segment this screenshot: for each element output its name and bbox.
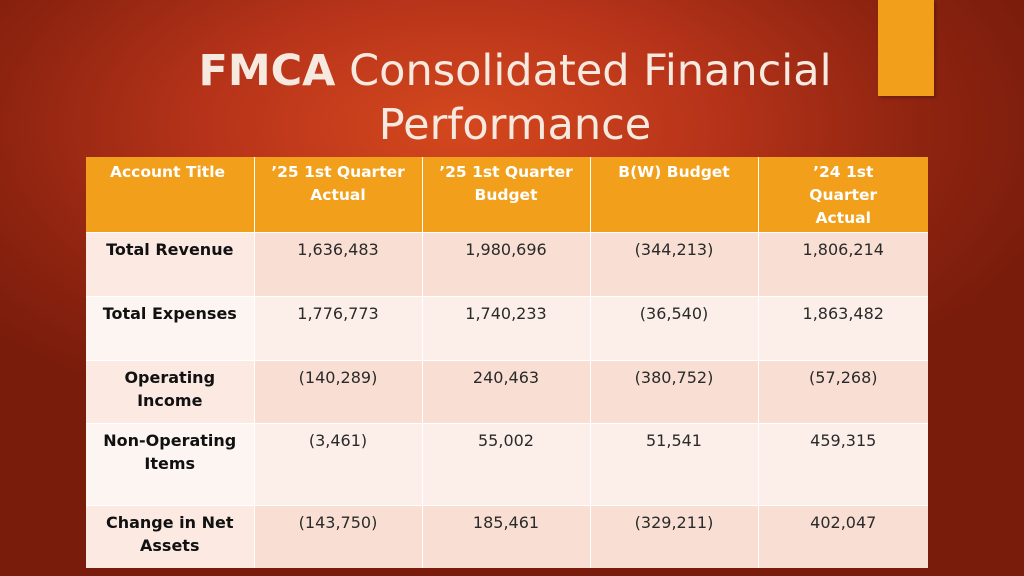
table-cell: (57,268) <box>758 360 928 424</box>
table-row: Total Expenses 1,776,773 1,740,233 (36,5… <box>86 296 928 361</box>
table-cell: (140,289) <box>254 360 423 424</box>
row-label: Operating Income <box>86 360 255 424</box>
header-25-q1-actual: ’25 1st Quarter Actual <box>254 157 423 233</box>
header-24-q1-actual: ’24 1st Quarter Actual <box>758 157 928 233</box>
table-cell: 51,541 <box>590 423 759 506</box>
row-label: Total Expenses <box>86 296 255 361</box>
title-bold: FMCA <box>198 46 336 96</box>
title-rest: Consolidated Financial Performance <box>335 46 832 150</box>
header-bw-budget: B(W) Budget <box>590 157 759 233</box>
table-cell: 1,806,214 <box>758 232 928 297</box>
table-cell: 402,047 <box>758 505 928 568</box>
header-account-title: Account Title <box>86 157 255 233</box>
financial-table: Account Title ’25 1st Quarter Actual ’25… <box>86 157 928 568</box>
row-label: Total Revenue <box>86 232 255 297</box>
table-cell: 55,002 <box>422 423 591 506</box>
table-cell: (329,211) <box>590 505 759 568</box>
header-25-q1-budget: ’25 1st Quarter Budget <box>422 157 591 233</box>
table-cell: (3,461) <box>254 423 423 506</box>
table-row: Operating Income (140,289) 240,463 (380,… <box>86 360 928 424</box>
table-cell: (36,540) <box>590 296 759 361</box>
table-cell: (344,213) <box>590 232 759 297</box>
table-cell: 1,636,483 <box>254 232 423 297</box>
slide-title: FMCA Consolidated Financial Performance <box>150 44 880 152</box>
table-header-row: Account Title ’25 1st Quarter Actual ’25… <box>86 157 928 233</box>
table-row: Total Revenue 1,636,483 1,980,696 (344,2… <box>86 232 928 297</box>
accent-tab <box>878 0 934 96</box>
table-cell: 1,740,233 <box>422 296 591 361</box>
table-cell: (143,750) <box>254 505 423 568</box>
table-row: Non-Operating Items (3,461) 55,002 51,54… <box>86 423 928 506</box>
table-cell: 459,315 <box>758 423 928 506</box>
table-cell: 1,863,482 <box>758 296 928 361</box>
table-cell: 185,461 <box>422 505 591 568</box>
row-label: Change in Net Assets <box>86 505 255 568</box>
table-cell: 240,463 <box>422 360 591 424</box>
table-cell: 1,776,773 <box>254 296 423 361</box>
table-row: Change in Net Assets (143,750) 185,461 (… <box>86 505 928 568</box>
table-cell: 1,980,696 <box>422 232 591 297</box>
row-label: Non-Operating Items <box>86 423 255 506</box>
table-cell: (380,752) <box>590 360 759 424</box>
